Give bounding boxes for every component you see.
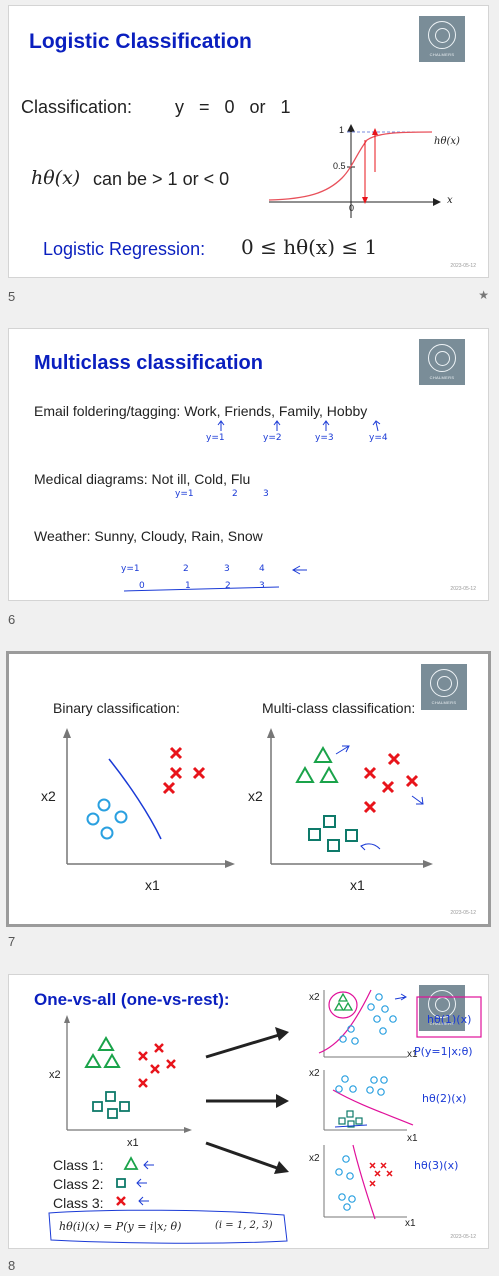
slide-number-5: 5 [8, 289, 16, 304]
slide-title: Logistic Classification [29, 30, 252, 53]
hand-email-4: y=4 [369, 433, 388, 443]
plot1-x1-label: x1 [407, 1049, 418, 1060]
hand-arrows [123, 420, 381, 592]
plot3-x2-label: x2 [309, 1153, 320, 1164]
chalmers-logo: CHALMERS [419, 339, 465, 385]
weather-line: Weather: Sunny, Cloudy, Rain, Snow [34, 528, 263, 544]
hand-weather-2: 2 [183, 564, 189, 574]
chalmers-logo: CHALMERS [419, 985, 465, 1031]
slide-title: Multiclass classification [34, 352, 263, 374]
hand-weather-axis-1: 1 [185, 581, 191, 591]
multi-x2-label: x2 [248, 788, 263, 804]
hand-weather-axis-3: 3 [259, 581, 265, 591]
binary-x1-label: x1 [145, 877, 160, 893]
hand-email-2: y=2 [263, 433, 282, 443]
formula-range: (i = 1, 2, 3) [215, 1220, 273, 1231]
slide-thumbnail-8[interactable]: One-vs-all (one-vs-rest): CHALMERS [8, 974, 489, 1249]
class-1-label: Class 1: [53, 1157, 104, 1173]
hand-weather-axis-2: 2 [225, 581, 231, 591]
hand-email-1: y=1 [206, 433, 225, 443]
slide-date: 2023-05-12 [450, 586, 476, 592]
main-x2-label: x2 [49, 1069, 61, 1081]
plot2-x2-label: x2 [309, 1068, 320, 1079]
hand-p: P(y=1|x;θ) [414, 1045, 473, 1058]
multi-x1-label: x1 [350, 877, 365, 893]
hand-email-3: y=3 [315, 433, 334, 443]
slide-thumbnail-5[interactable]: Logistic Classification CHALMERS Classif… [8, 5, 489, 278]
slide-title: One-vs-all (one-vs-rest): [34, 990, 230, 1009]
hand-h1: hθ(1)(x) [427, 1013, 472, 1026]
one-vs-all-formula: hθ(i)(x) = P(y = i|x; θ) [59, 1220, 182, 1233]
classification-label: Classification: [21, 97, 133, 117]
plot-x-label: x [447, 195, 453, 206]
tick-1: 1 [339, 125, 345, 135]
hand-weather-3: 3 [224, 564, 230, 574]
hand-medical-1: y=1 [175, 489, 194, 499]
chalmers-logo: CHALMERS [421, 664, 467, 710]
hand-h2: hθ(2)(x) [422, 1092, 467, 1105]
slide-date: 2023-05-12 [450, 263, 476, 269]
multi-class-classification-label: Multi-class classification: [262, 700, 416, 716]
logistic-regression-label: Logistic Regression: [43, 239, 206, 259]
hand-weather-1: y=1 [121, 564, 140, 574]
one-vs-all-diagram [48, 989, 482, 1244]
class-2-label: Class 2: [53, 1176, 104, 1192]
h-theta-text: can be > 1 or < 0 [93, 169, 230, 189]
email-line: Email foldering/tagging: Work, Friends, … [34, 403, 368, 419]
classification-expression: y = 0 or 1 [175, 97, 291, 117]
slide-number-8: 8 [8, 1258, 16, 1273]
binary-plot [63, 728, 433, 868]
plot-h-label: hθ(x) [434, 136, 460, 147]
logistic-regression-expr: 0 ≤ hθ(x) ≤ 1 [241, 235, 378, 259]
tick-0: 0 [349, 203, 355, 213]
plot3-x1-label: x1 [405, 1218, 416, 1229]
hand-weather-4: 4 [259, 564, 265, 574]
chalmers-logo: CHALMERS [419, 16, 465, 62]
binary-classification-label: Binary classification: [53, 700, 180, 716]
class-3-label: Class 3: [53, 1195, 104, 1211]
plot1-x2-label: x2 [309, 992, 320, 1003]
sigmoid-plot [268, 124, 441, 218]
star-icon[interactable]: ★ [478, 288, 489, 302]
slide-thumbnail-7[interactable]: CHALMERS Binary classification: Multi-cl… [6, 651, 491, 927]
hand-medical-2: 2 [232, 489, 238, 499]
slide-number-6: 6 [8, 612, 16, 627]
hand-weather-axis-0: 0 [139, 581, 145, 591]
binary-x2-label: x2 [41, 788, 56, 804]
slide-thumbnail-6[interactable]: Multiclass classification CHALMERS Email… [8, 328, 489, 601]
hand-h3: hθ(3)(x) [414, 1159, 459, 1172]
h-theta-expression: hθ(x) [31, 167, 81, 189]
slide-number-7: 7 [8, 934, 16, 949]
slide-date: 2023-05-12 [450, 910, 476, 916]
medical-line: Medical diagrams: Not ill, Cold, Flu [34, 471, 251, 487]
hand-medical-3: 3 [263, 489, 269, 499]
main-x1-label: x1 [127, 1137, 139, 1149]
slide-date: 2023-05-12 [450, 1234, 476, 1240]
plot2-x1-label: x1 [407, 1133, 418, 1144]
tick-0-5: 0.5 [333, 161, 346, 171]
